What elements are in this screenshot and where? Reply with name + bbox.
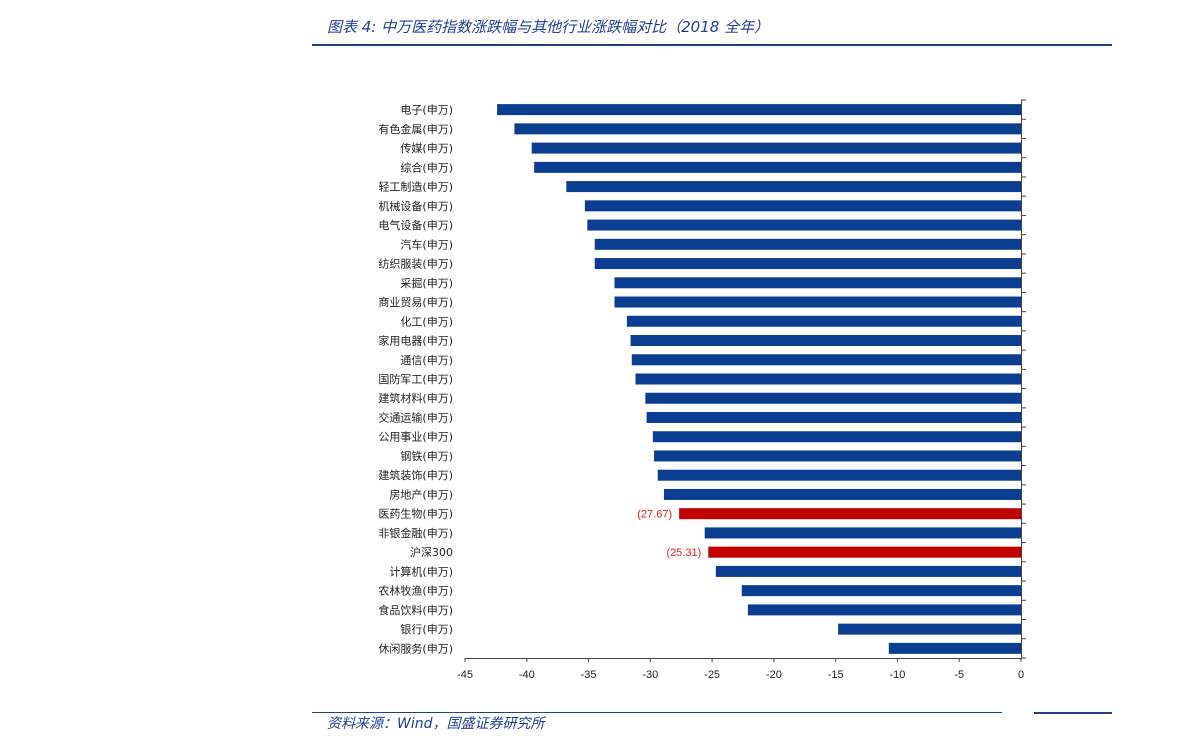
category-label: 计算机(申万) (389, 564, 453, 578)
bar (888, 642, 1021, 654)
bottom-rule-accent (1034, 712, 1112, 714)
bar (566, 181, 1021, 193)
figure-title: 图表 4: 中万医药指数涨跌幅与其他行业涨跌幅对比（2018 全年） (327, 18, 770, 36)
data-labels-group: (27.67) (25.31) (637, 509, 701, 559)
x-tick-label: -45 (457, 669, 473, 681)
bar (630, 335, 1021, 347)
category-label: 纺织服装(申万) (378, 257, 453, 271)
category-label: 建筑装饰(申万) (378, 468, 453, 482)
category-label: 休闲服务(申万) (378, 641, 453, 655)
category-label: 钢铁(申万) (400, 450, 453, 463)
category-label: 传媒(申万) (400, 142, 453, 155)
axes-group (464, 99, 1026, 662)
bar (663, 488, 1021, 500)
bottom-rule (312, 712, 1002, 713)
category-label: 沪深300 (410, 545, 453, 559)
bar (645, 392, 1021, 404)
category-label: 建筑材料(申万) (378, 391, 453, 405)
category-label: 公用事业(申万) (378, 431, 453, 444)
x-tick-label: -40 (519, 669, 535, 681)
source-note: 资料来源：Wind，国盛证券研究所 (327, 716, 545, 732)
category-label: 房地产(申万) (389, 487, 453, 501)
category-label: 医药生物(申万) (378, 507, 453, 521)
category-label: 电气设备(申万) (378, 218, 453, 232)
bar (584, 200, 1021, 212)
bar (626, 315, 1021, 327)
data-label: (27.67) (637, 509, 672, 521)
category-label: 综合(申万) (400, 160, 453, 174)
category-label: 银行(申万) (400, 622, 453, 636)
bar (497, 104, 1021, 116)
category-label: 交通运输(申万) (378, 410, 453, 424)
bar (652, 431, 1021, 443)
bar (657, 469, 1021, 481)
bar (534, 161, 1021, 173)
category-label: 采掘(申万) (400, 276, 453, 290)
bar (594, 238, 1021, 250)
category-label: 通信(申万) (400, 354, 453, 367)
bar (838, 623, 1021, 635)
x-tick-label: -35 (581, 669, 597, 681)
bar (631, 354, 1021, 366)
bar (614, 296, 1021, 308)
bar (646, 411, 1021, 423)
category-labels-group: 电子(申万) 有色金属(申万) 传媒(申万) 综合(申万) 轻工制造(申万) 机械设备(申… (378, 104, 453, 656)
bar (741, 585, 1021, 597)
category-label: 商业贸易(申万) (378, 295, 453, 309)
bar (614, 277, 1021, 289)
bar (715, 565, 1021, 577)
x-tick-label: -15 (828, 669, 844, 681)
bar (514, 123, 1021, 135)
category-label: 有色金属(申万) (378, 122, 453, 136)
bar (587, 219, 1021, 231)
category-label: 轻工制造(申万) (378, 180, 453, 194)
x-tick-label: -30 (642, 669, 658, 681)
bar (531, 142, 1021, 154)
data-label: (25.31) (666, 547, 701, 559)
tick-labels-group: -45 -40 -35 -30 -25 -20 -15 -10 -5 0 (457, 669, 1024, 681)
category-label: 非银金融(申万) (378, 526, 453, 540)
x-tick-label: -10 (889, 669, 905, 681)
category-label: 汽车(申万) (400, 237, 453, 251)
category-label: 机械设备(申万) (378, 199, 453, 213)
x-tick-label: 0 (1018, 669, 1024, 681)
top-rule (312, 44, 1112, 46)
bar (708, 546, 1021, 558)
category-label: 家用电器(申万) (378, 334, 453, 348)
bar (635, 373, 1021, 385)
x-tick-label: -25 (704, 669, 720, 681)
x-tick-label: -20 (766, 669, 782, 681)
bar (679, 508, 1021, 520)
category-label: 电子(申万) (400, 104, 453, 117)
bar (654, 450, 1021, 462)
category-label: 农林牧渔(申万) (378, 584, 453, 598)
x-tick-label: -5 (954, 669, 964, 681)
category-label: 国防军工(申万) (378, 372, 453, 386)
category-label: 食品饮料(申万) (378, 603, 453, 617)
bar (594, 258, 1021, 270)
category-label: 化工(申万) (400, 314, 453, 328)
bar (704, 527, 1021, 539)
bars-group (497, 104, 1021, 654)
bar (747, 604, 1021, 616)
